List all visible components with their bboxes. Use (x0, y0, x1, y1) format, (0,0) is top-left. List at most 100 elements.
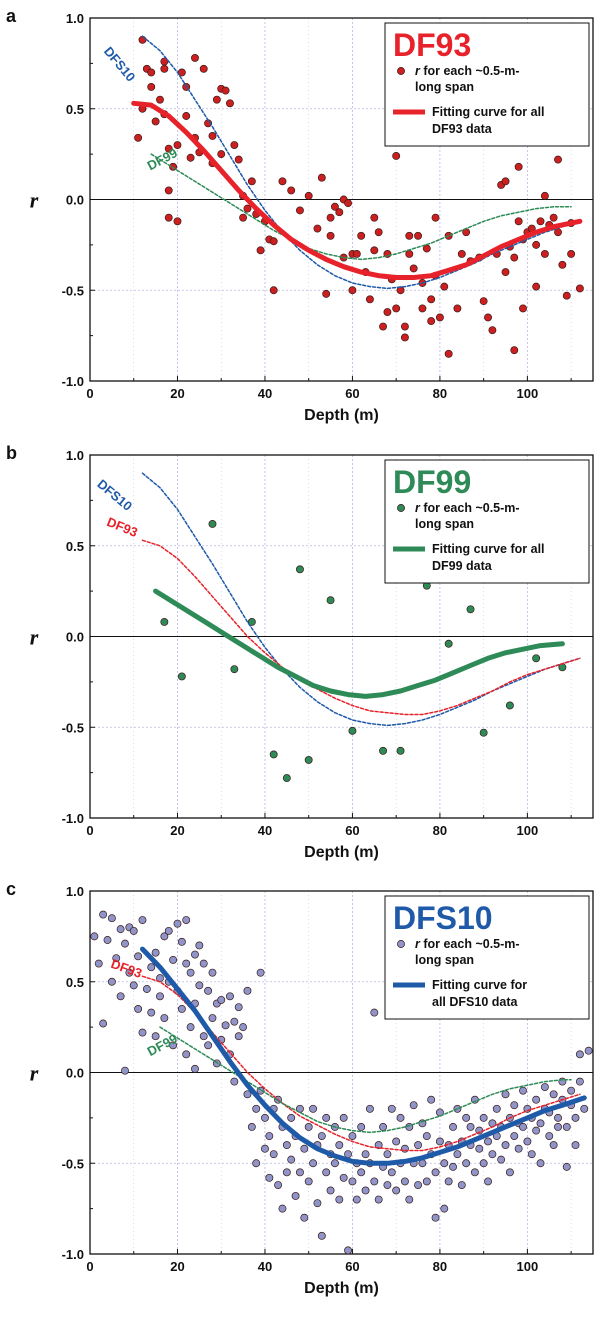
data-point (580, 1104, 589, 1113)
data-point (326, 1186, 335, 1195)
data-point (584, 1046, 593, 1055)
legend-point-symbol (397, 504, 405, 512)
data-point (121, 1066, 129, 1075)
data-point (422, 1132, 431, 1140)
legend-box (384, 22, 590, 147)
data-point (374, 1195, 383, 1204)
x-axis-title: Depth (m) (304, 1280, 379, 1297)
data-points (160, 520, 567, 783)
data-point (554, 228, 562, 237)
x-tick-label: 0 (86, 823, 93, 838)
data-point (134, 952, 143, 961)
data-point (418, 304, 427, 313)
data-point (317, 1231, 326, 1240)
data-point (409, 1101, 418, 1110)
data-point (121, 939, 129, 948)
data-point (230, 665, 239, 674)
data-point (322, 1168, 331, 1177)
data-point (90, 932, 99, 941)
curve-label-dfs10: DFS10 (94, 476, 135, 514)
legend-point-label-line2: long span (415, 80, 474, 94)
data-point (230, 1017, 239, 1026)
data-point (317, 1132, 326, 1140)
x-tick-label: 80 (433, 823, 447, 838)
data-point (492, 1104, 501, 1113)
x-tick-label: 20 (170, 1259, 184, 1274)
data-point (567, 1086, 576, 1095)
legend-curve-label-line2: DF93 data (432, 122, 493, 136)
data-point (383, 308, 392, 316)
data-point (519, 1086, 527, 1095)
data-point (182, 916, 191, 924)
data-point (514, 162, 523, 171)
data-point (278, 1204, 287, 1213)
legend-point-label-rest: for each ~0.5-m- (420, 937, 520, 951)
y-tick-label: 1.0 (66, 884, 84, 899)
data-point (191, 1064, 199, 1073)
data-point (431, 1213, 440, 1222)
data-point (239, 1023, 248, 1032)
y-tick-label: 1.0 (66, 11, 84, 26)
data-point (479, 728, 488, 737)
y-tick-label: -1.0 (62, 811, 84, 826)
data-point (107, 914, 116, 923)
data-point (453, 304, 462, 313)
data-point (156, 992, 164, 1001)
legend-point-label-r: r (415, 937, 421, 951)
y-tick-label: -1.0 (62, 374, 84, 389)
data-point (532, 240, 541, 249)
data-point (501, 177, 510, 186)
data-point (147, 1008, 156, 1017)
x-tick-label: 20 (170, 386, 184, 401)
x-tick-label: 40 (258, 823, 272, 838)
data-point (339, 1113, 348, 1122)
chart-panel-c: 0 20 40 60 80 100 1.0 0.5 0.0 -0.5 -1.0 Depth (m) r c… (6, 879, 594, 1297)
legend-title: DF93 (393, 27, 471, 63)
data-point (234, 1003, 243, 1012)
data-point (575, 284, 584, 293)
data-point (243, 1090, 252, 1099)
data-point (344, 199, 353, 208)
data-point (383, 1150, 392, 1159)
data-point (392, 1186, 401, 1195)
data-point (536, 217, 545, 226)
data-point (322, 289, 331, 298)
data-point (151, 948, 160, 957)
legend-title: DF99 (393, 464, 471, 500)
data-point (107, 977, 116, 986)
data-point (226, 99, 234, 108)
data-point (532, 1095, 541, 1104)
data-point (330, 1159, 339, 1168)
legend-curve-label-line1: Fitting curve for all (432, 542, 545, 556)
data-point (221, 1021, 230, 1030)
x-tick-label: 40 (258, 386, 272, 401)
y-tick-label: -0.5 (62, 283, 84, 298)
curve-label-dfs10: DFS10 (101, 44, 139, 85)
data-point (449, 1162, 457, 1171)
y-axis-title: r (30, 1061, 39, 1086)
data-point (134, 133, 143, 142)
data-point (295, 1104, 304, 1113)
data-point (414, 1181, 422, 1189)
data-point (234, 1032, 243, 1041)
data-point (282, 774, 291, 783)
data-point (112, 954, 121, 963)
data-point (256, 246, 265, 255)
data-point (177, 68, 186, 77)
data-point (291, 1191, 300, 1200)
data-point (361, 1150, 370, 1159)
data-point (484, 1137, 492, 1146)
data-point (427, 317, 436, 326)
data-point (304, 1122, 313, 1131)
data-point (156, 95, 164, 104)
data-point (457, 249, 466, 258)
data-point (466, 1122, 475, 1131)
data-point (519, 1122, 527, 1131)
data-point (160, 932, 169, 941)
data-point (449, 1122, 457, 1131)
data-point (265, 1173, 274, 1182)
data-point (440, 282, 449, 291)
